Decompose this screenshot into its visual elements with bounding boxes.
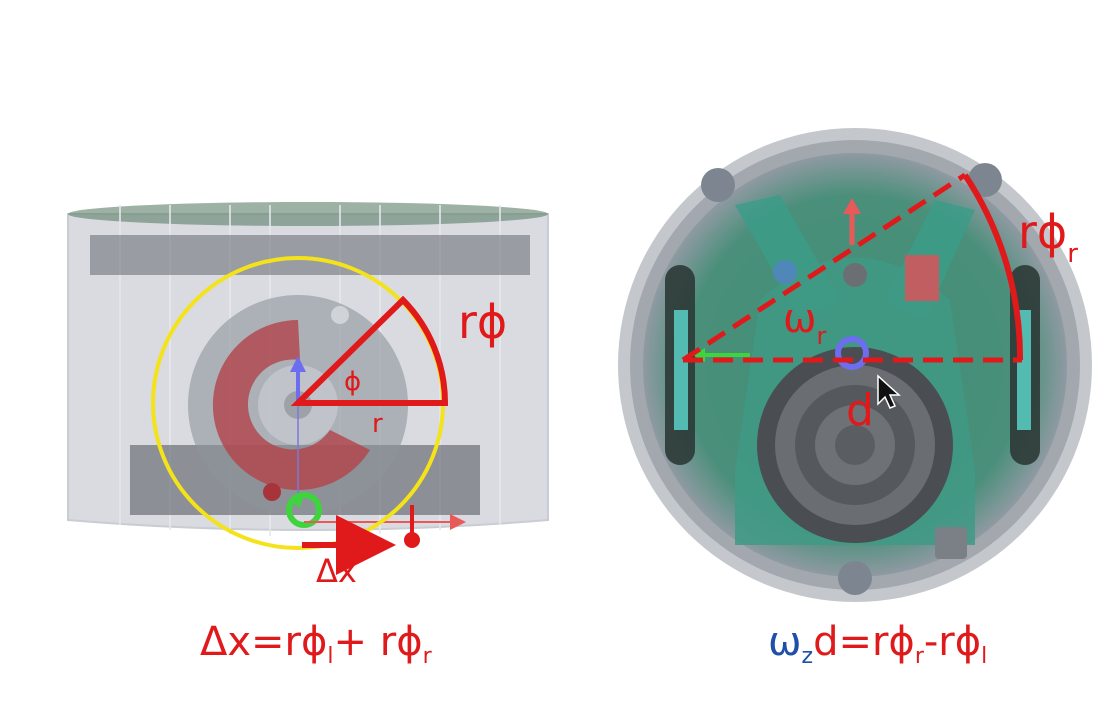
omega-label: ωr	[783, 296, 827, 350]
eq-right-sub2: l	[981, 644, 988, 669]
equation-displacement: Δx=rϕl+ rϕr	[200, 622, 432, 668]
eq-left-sub2: r	[422, 644, 432, 669]
distance-label: d	[846, 385, 874, 436]
angle-sector	[290, 295, 449, 406]
eq-left-part2: + rϕ	[333, 619, 423, 665]
arc-path	[962, 173, 1024, 361]
eq-right-omega-sub: z	[801, 644, 814, 669]
equation-rotation: ωzd=rϕr-rϕl	[768, 622, 987, 668]
angle-label: ϕ	[344, 367, 361, 397]
eq-left-sub1: l	[327, 644, 334, 669]
robot-side-view: rϕ ϕ r Δx	[67, 202, 549, 590]
eq-right-sub1: r	[914, 644, 924, 669]
rotation-ray	[681, 172, 967, 363]
eq-right-omega: ω	[768, 619, 802, 665]
eq-left-part1: Δx=rϕ	[200, 619, 328, 665]
rotation-gizmo-green	[286, 492, 322, 528]
radius-label: r	[372, 409, 383, 439]
arc-label: rϕ	[458, 295, 507, 349]
displacement-label: Δx	[316, 552, 357, 590]
arc-label-right: rϕr	[1018, 205, 1078, 269]
cursor-icon	[877, 374, 901, 409]
eq-right-part1: d=rϕ	[813, 619, 915, 665]
robot-top-view: rϕr ωr d	[618, 128, 1092, 602]
eq-right-part2: -rϕ	[923, 619, 982, 665]
